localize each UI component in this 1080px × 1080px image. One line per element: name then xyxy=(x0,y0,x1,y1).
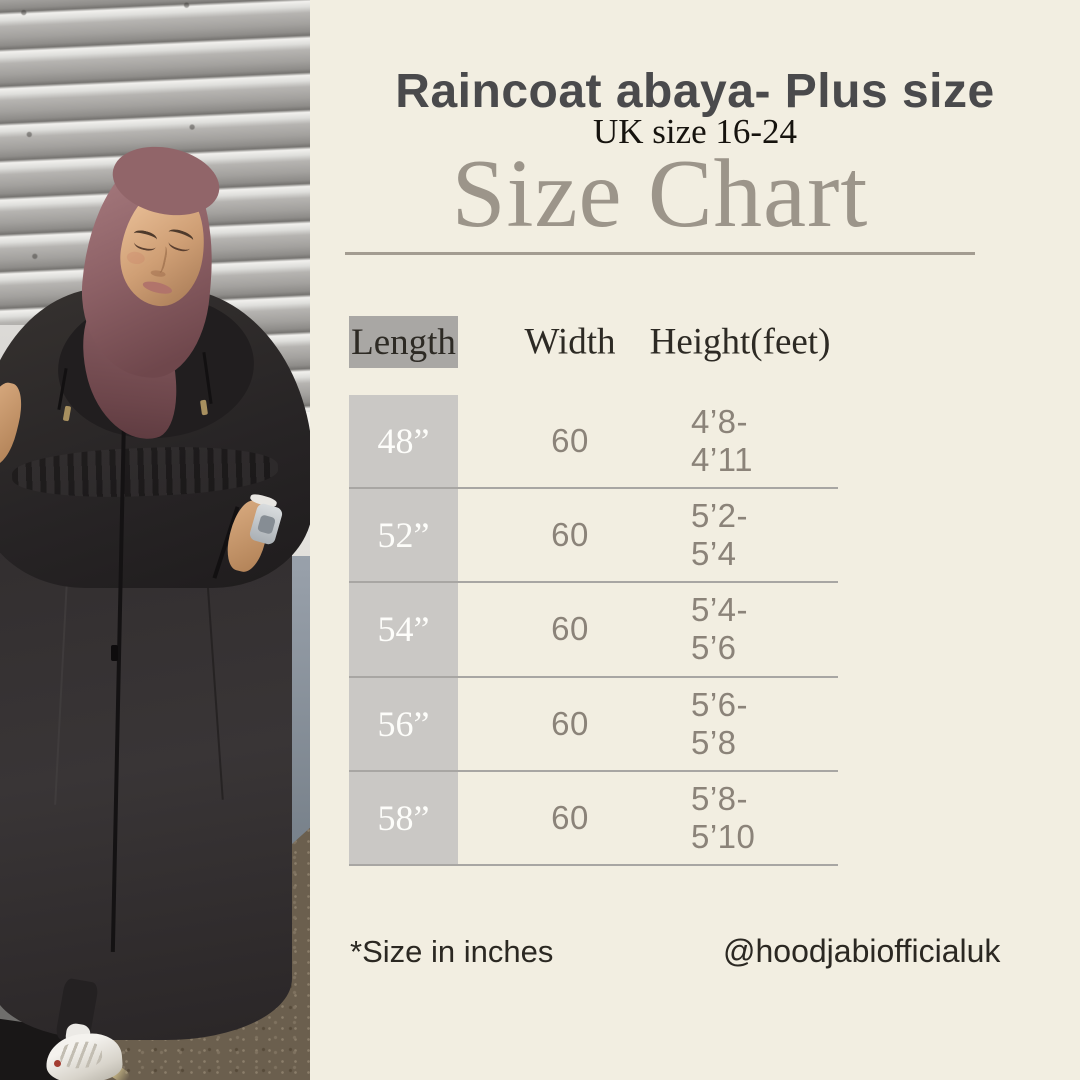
info-panel: Raincoat abaya- Plus size UK size 16-24 … xyxy=(310,0,1080,1080)
height-value: 4’8-4’11 xyxy=(691,403,753,479)
product-subtitle: UK size 16-24 xyxy=(592,112,798,151)
length-cell: 56” xyxy=(349,677,458,770)
length-cell: 52” xyxy=(349,489,458,582)
table-row: 52” 60 5’2-5’4 xyxy=(349,489,838,584)
size-table-body: 48” 60 4’8-4’11 52” 60 5’2-5’4 54” 60 5’… xyxy=(349,395,838,866)
length-value: 48” xyxy=(377,421,430,462)
instagram-handle: @hoodjabiofficialuk xyxy=(723,933,1001,969)
height-column-header: Height(feet) xyxy=(649,321,831,363)
table-row: 58” 60 5’8-5’10 xyxy=(349,771,838,866)
width-value: 60 xyxy=(551,798,589,836)
height-value: 5’4-5’6 xyxy=(691,591,749,667)
length-value: 58” xyxy=(377,797,430,838)
length-cell: 58” xyxy=(349,771,458,864)
length-column-header: Length xyxy=(349,316,458,368)
length-value: 52” xyxy=(377,515,430,556)
height-value: 5’8-5’10 xyxy=(691,779,756,855)
table-row: 48” 60 4’8-4’11 xyxy=(349,395,838,490)
length-cell: 48” xyxy=(349,395,458,488)
height-value: 5’6-5’8 xyxy=(691,685,749,761)
width-column-header: Width xyxy=(524,321,616,363)
size-chart-heading-block: Size Chart xyxy=(345,145,975,255)
table-row: 54” 60 5’4-5’6 xyxy=(349,583,838,678)
width-value: 60 xyxy=(551,422,589,460)
sneaker-accent xyxy=(54,1060,61,1067)
length-value: 56” xyxy=(377,703,430,744)
width-value: 60 xyxy=(551,516,589,554)
size-chart-heading: Size Chart xyxy=(451,140,869,247)
zipper-pull xyxy=(111,645,118,661)
size-note: *Size in inches xyxy=(350,934,554,969)
length-header-label: Length xyxy=(351,321,456,363)
table-header-row: Length Width Height(feet) xyxy=(349,316,838,368)
product-title: Raincoat abaya- Plus size xyxy=(395,65,995,118)
table-row: 56” 60 5’6-5’8 xyxy=(349,677,838,772)
product-photo xyxy=(0,0,310,1080)
length-value: 54” xyxy=(377,609,430,650)
length-cell: 54” xyxy=(349,583,458,676)
height-value: 5’2-5’4 xyxy=(691,497,749,573)
width-value: 60 xyxy=(551,610,589,648)
width-value: 60 xyxy=(551,704,589,742)
